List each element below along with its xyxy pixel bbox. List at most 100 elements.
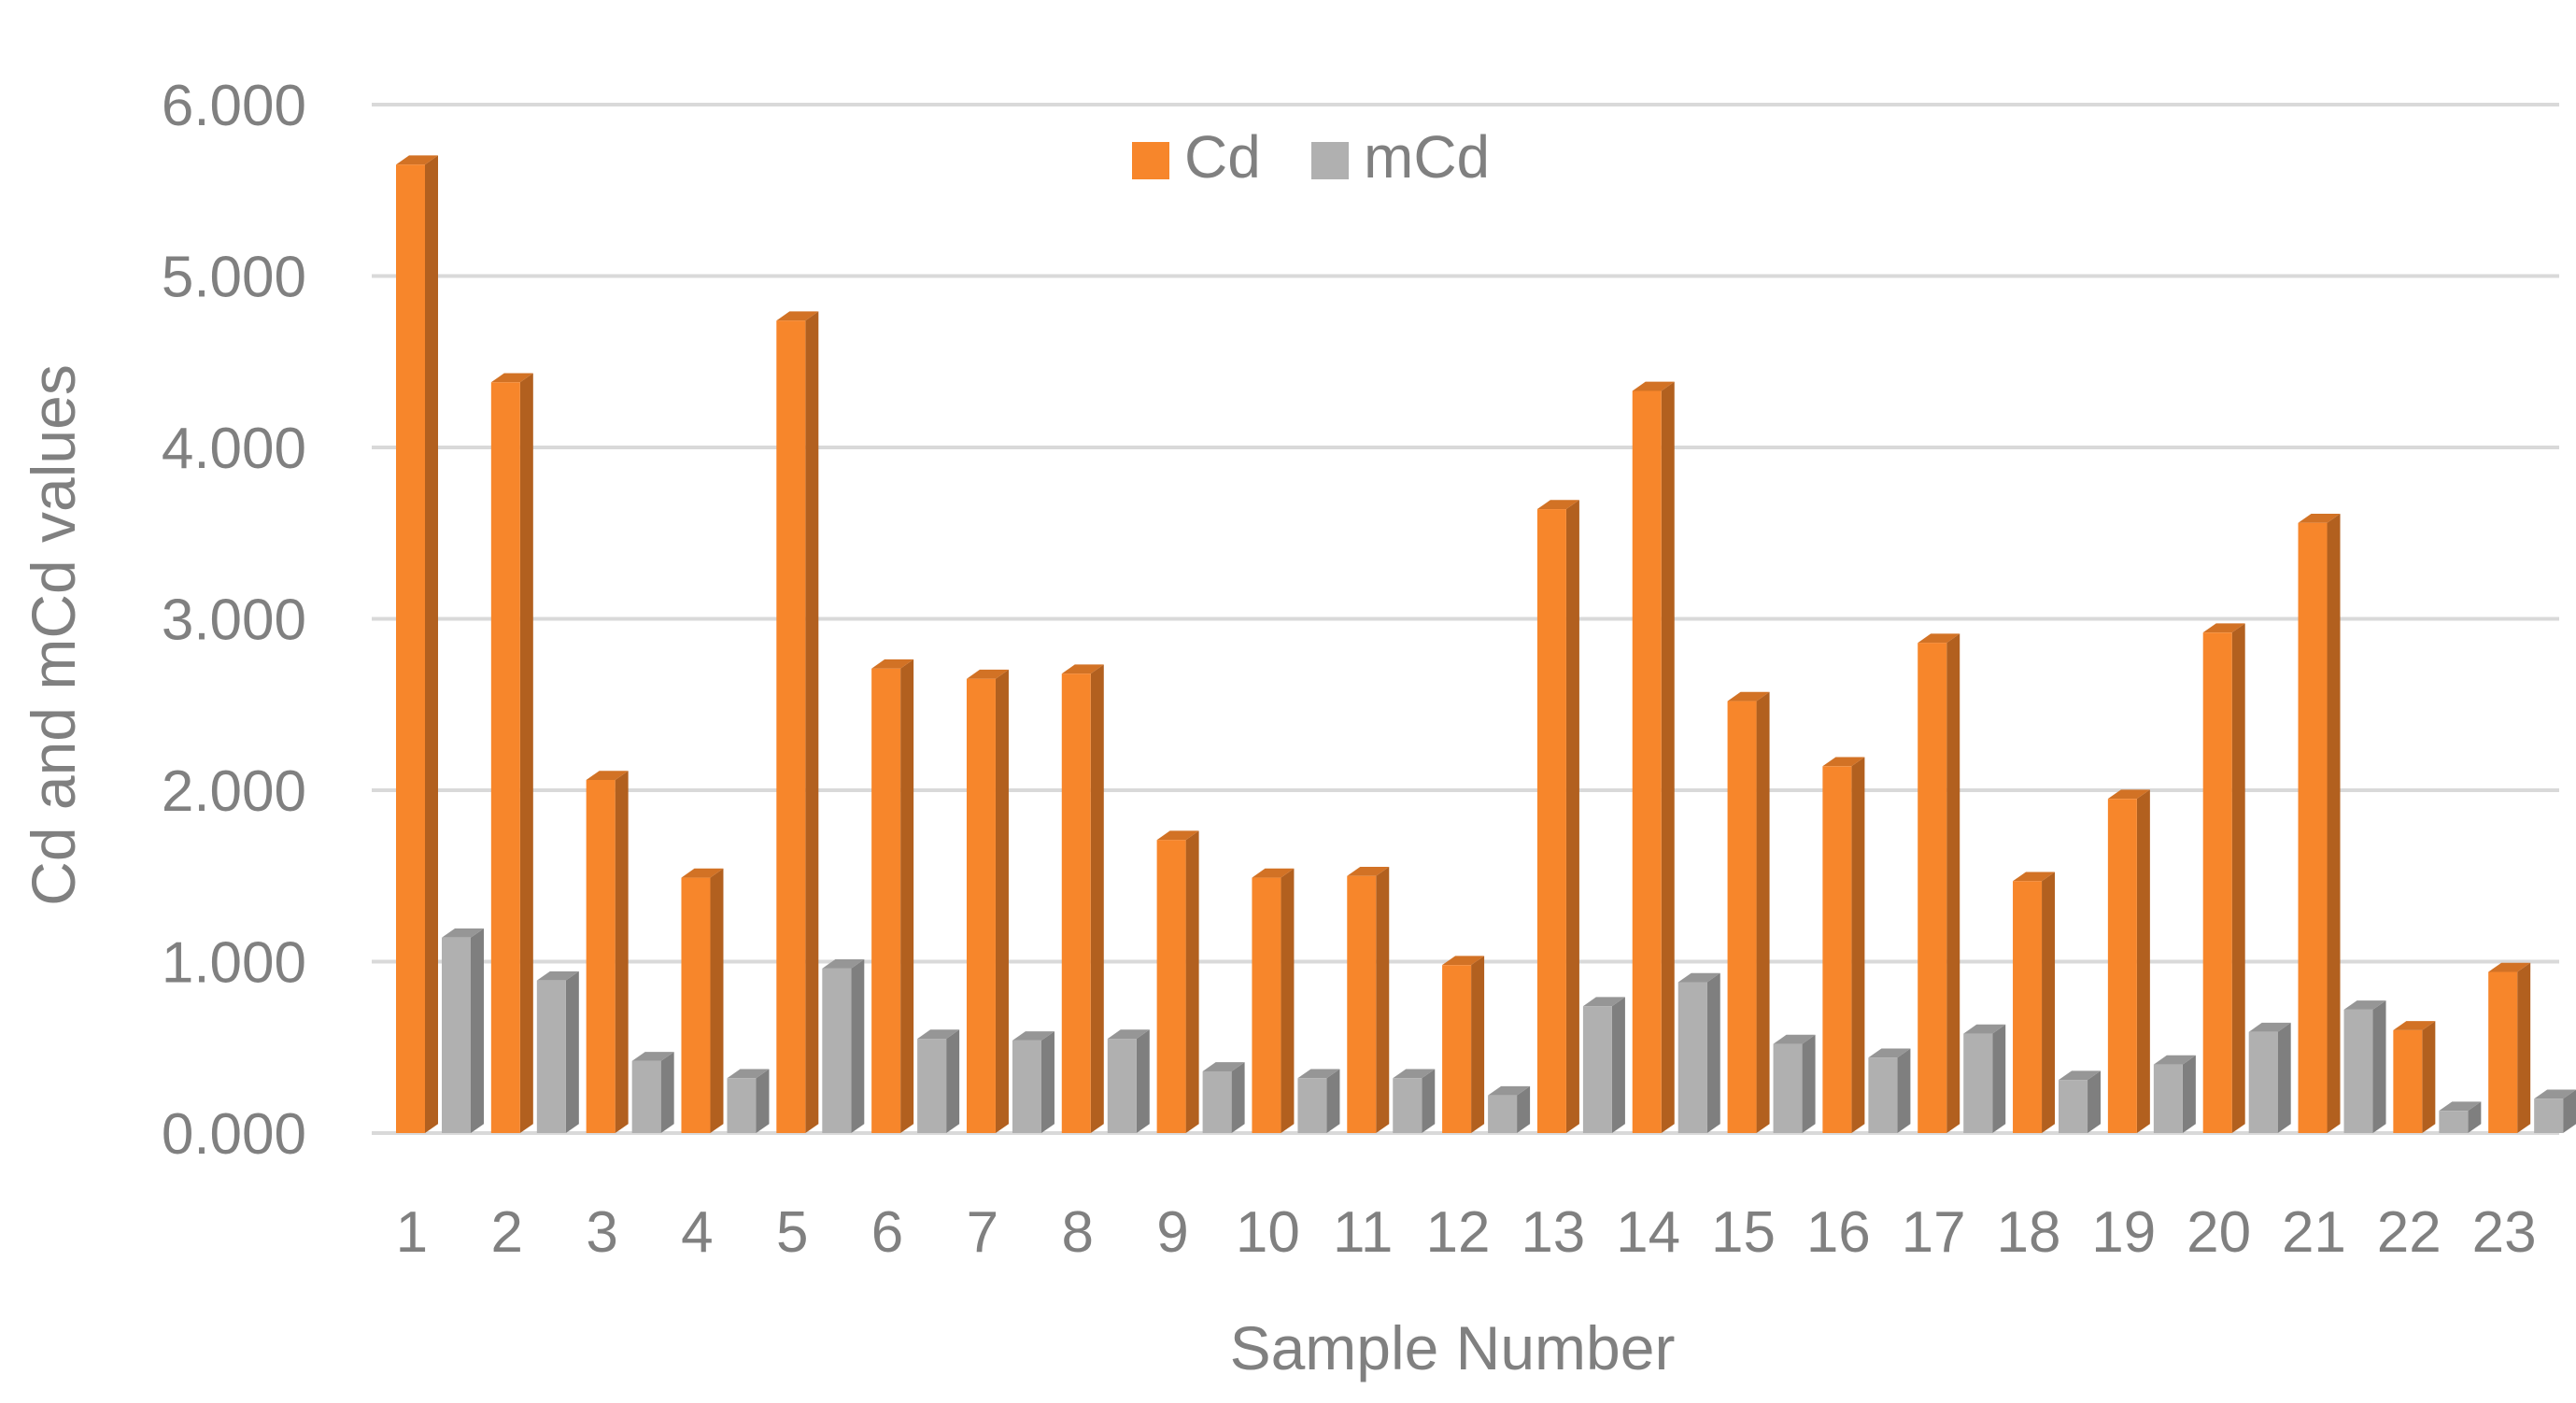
bar-mCd-4	[727, 1069, 770, 1133]
bar-top	[1252, 868, 1295, 878]
bar-side	[1897, 1048, 1911, 1133]
bar-side	[2042, 872, 2056, 1133]
bar-side	[565, 971, 579, 1133]
bar-top	[2343, 1000, 2386, 1010]
bar-top	[631, 1052, 674, 1061]
y-tick-label: 2.000	[162, 759, 306, 824]
y-tick-label: 6.000	[162, 74, 306, 138]
bar-front	[1156, 840, 1186, 1133]
bar-Cd-3	[586, 771, 629, 1133]
bar-side	[1946, 633, 1960, 1133]
bar-top	[1061, 664, 1104, 674]
bar-front	[1677, 982, 1707, 1133]
bar-top	[2107, 789, 2150, 800]
bar-mCd-11	[1393, 1069, 1436, 1133]
bar-front	[1252, 877, 1281, 1133]
x-tick-label: 20	[2187, 1200, 2251, 1265]
bar-front	[1442, 965, 1472, 1133]
bar-top	[2393, 1021, 2436, 1030]
bar-top	[681, 868, 724, 878]
bar-Cd-5	[776, 311, 819, 1134]
bar-top	[2488, 962, 2531, 972]
bar-front	[871, 668, 901, 1133]
bar-Cd-20	[2202, 623, 2245, 1133]
bar-side	[900, 659, 914, 1133]
bar-top	[1868, 1048, 1911, 1058]
bar-Cd-8	[1061, 664, 1104, 1133]
bar-front	[586, 779, 616, 1133]
bar-top	[727, 1069, 770, 1079]
bar-top	[490, 373, 533, 383]
legend-item-Cd: Cd	[1132, 123, 1261, 191]
x-axis-ticks: 1 2 3 4 5 6 7 8 9 10 11 12 13 14 15 16 17 18 19 20 21 22 23	[396, 1200, 2537, 1265]
bar-side	[2372, 1000, 2386, 1133]
bar-front	[681, 877, 711, 1133]
bar-side	[2231, 623, 2245, 1133]
bar-Cd-19	[2107, 789, 2150, 1133]
bar-mCd-23	[2534, 1089, 2576, 1133]
bar-side	[1706, 972, 1720, 1133]
bar-side	[2517, 962, 2531, 1133]
bar-top	[396, 155, 438, 165]
bar-mCd-7	[1012, 1031, 1054, 1133]
bar-front	[776, 320, 806, 1134]
bar-top	[1297, 1069, 1340, 1079]
bar-front	[966, 678, 996, 1133]
bar-top	[1107, 1029, 1150, 1040]
x-tick-label: 18	[1996, 1200, 2060, 1265]
x-tick-label: 11	[1333, 1200, 1393, 1265]
bar-side	[1517, 1085, 1531, 1133]
bar-Cd-23	[2488, 962, 2531, 1133]
bar-front	[1632, 390, 1662, 1133]
bar-side	[519, 373, 533, 1134]
bar-side	[710, 868, 724, 1133]
bar-Cd-13	[1536, 500, 1579, 1133]
bar-Cd-4	[681, 868, 724, 1133]
bar-side	[1565, 500, 1579, 1133]
bar-top	[871, 659, 914, 669]
bar-side	[2327, 513, 2341, 1133]
bar-front	[2248, 1031, 2278, 1133]
x-tick-label: 10	[1236, 1200, 1300, 1265]
bar-top	[442, 928, 484, 938]
bar-Cd-21	[2298, 513, 2341, 1133]
bar-top	[586, 771, 629, 780]
bar-front	[2298, 522, 2328, 1133]
bar-mCd-3	[631, 1052, 674, 1133]
bar-top	[1393, 1069, 1436, 1079]
bars	[396, 155, 2576, 1134]
x-tick-label: 19	[2091, 1200, 2156, 1265]
bar-top	[2298, 513, 2341, 523]
y-tick-label: 3.000	[162, 588, 306, 653]
bar-front	[2488, 971, 2518, 1133]
bar-side	[1326, 1069, 1340, 1133]
bar-side	[2277, 1022, 2291, 1133]
x-tick-label: 13	[1521, 1200, 1585, 1265]
bar-mCd-10	[1297, 1069, 1340, 1133]
bar-top	[2534, 1089, 2576, 1099]
x-tick-label: 3	[586, 1200, 617, 1265]
bar-top	[1488, 1085, 1531, 1096]
gridlines	[372, 103, 2559, 1135]
bar-front	[2059, 1080, 2088, 1133]
x-axis-title: Sample Number	[1230, 1313, 1676, 1382]
bar-top	[1773, 1034, 1816, 1044]
bar-front	[1773, 1043, 1803, 1133]
bar-side	[2563, 1089, 2576, 1133]
bar-top	[1347, 866, 1390, 876]
x-tick-label: 23	[2472, 1200, 2537, 1265]
bar-front	[1868, 1057, 1898, 1133]
bar-mCd-2	[536, 971, 579, 1133]
x-tick-label: 4	[681, 1200, 713, 1265]
bar-front	[2107, 799, 2137, 1133]
bar-side	[756, 1069, 770, 1133]
bar-mCd-16	[1868, 1048, 1911, 1133]
bar-top	[1918, 633, 1960, 644]
bar-Cd-11	[1347, 866, 1390, 1133]
bar-top	[1632, 381, 1675, 391]
x-tick-label: 16	[1806, 1200, 1871, 1265]
x-tick-label: 21	[2282, 1200, 2346, 1265]
x-tick-label: 22	[2377, 1200, 2442, 1265]
bar-front	[1347, 875, 1377, 1133]
